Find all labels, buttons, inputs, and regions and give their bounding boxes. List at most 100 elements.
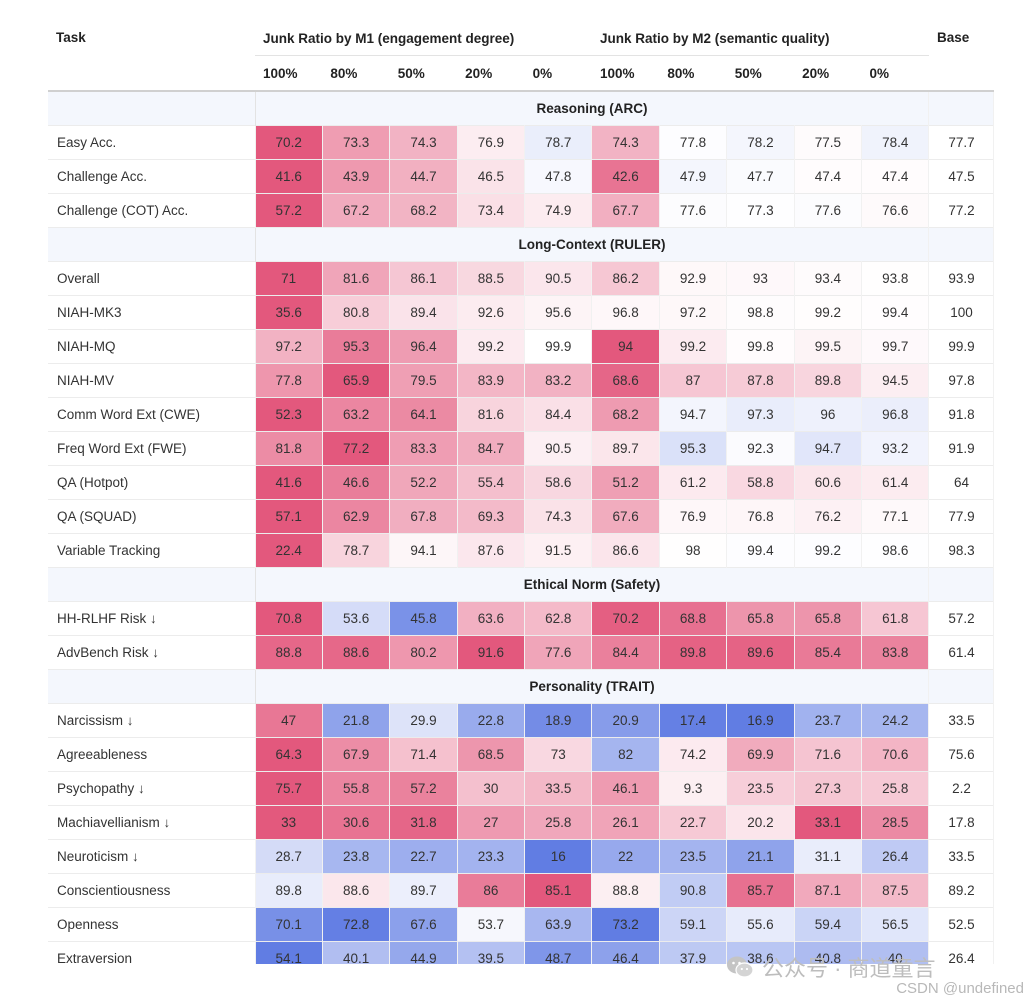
watermark: 公众号 · 商道童言 — [726, 952, 1026, 982]
heatmap-cell: 91.6 — [457, 635, 526, 670]
heatmap-cell: 30.6 — [322, 805, 391, 840]
base-cell: 91.8 — [928, 397, 994, 432]
base-cell: 77.9 — [928, 499, 994, 534]
heatmap-cell: 77.1 — [861, 499, 930, 534]
heatmap-cell: 55.4 — [457, 465, 526, 500]
heatmap-cell: 22.8 — [457, 703, 526, 738]
base-cell: 61.4 — [928, 635, 994, 670]
task-label: HH-RLHF Risk ↓ — [48, 601, 256, 636]
table-row: QA (SQUAD) 57.1 62.9 67.8 69.3 74.3 67.6 76.9 76… — [48, 499, 994, 534]
heatmap-cell: 70.8 — [255, 601, 323, 636]
table-row: NIAH-MQ 97.2 95.3 96.4 99.2 99.9 94 99.2 99.8 99.… — [48, 329, 994, 364]
heatmap-cell: 57.2 — [255, 193, 323, 228]
table-row: AdvBench Risk ↓ 88.8 88.6 80.2 91.6 77.6 84.4 8… — [48, 635, 994, 670]
heatmap-cell: 55.6 — [726, 907, 795, 942]
base-cell: 99.9 — [928, 329, 994, 364]
heatmap-cell: 77.6 — [659, 193, 728, 228]
task-label: Machiavellianism ↓ — [48, 805, 256, 840]
table-row: Challenge Acc. 41.6 43.9 44.7 46.5 47.8 42.6 47… — [48, 159, 994, 194]
heatmap-cell: 74.9 — [524, 193, 593, 228]
ratio-header-m2-80pct: 80% — [667, 65, 695, 81]
heatmap-cell: 70.2 — [255, 125, 323, 160]
heatmap-cell: 94.1 — [389, 533, 458, 568]
heatmap-cell: 71.4 — [389, 737, 458, 772]
heatmap-cell: 81.6 — [457, 397, 526, 432]
heatmap-cell: 94.5 — [861, 363, 930, 398]
heatmap-cell: 64.3 — [255, 737, 323, 772]
heatmap-cell: 73.4 — [457, 193, 526, 228]
heatmap-cell: 75.7 — [255, 771, 323, 806]
heatmap-cell: 83.9 — [457, 363, 526, 398]
heatmap-cell: 40 — [861, 941, 930, 964]
heatmap-cell: 99.2 — [794, 295, 863, 330]
heatmap-cell: 58.6 — [524, 465, 593, 500]
heatmap-cell: 40.8 — [794, 941, 863, 964]
heatmap-cell: 92.6 — [457, 295, 526, 330]
heatmap-cell: 23.8 — [322, 839, 391, 874]
heatmap-cell: 33 — [255, 805, 323, 840]
task-label: Variable Tracking — [48, 533, 256, 568]
heatmap-cell: 80.2 — [389, 635, 458, 670]
heatmap-table-container: Task Junk Ratio by M1 (engagement degree… — [48, 22, 994, 964]
heatmap-cell: 28.5 — [861, 805, 930, 840]
heatmap-cell: 46.6 — [322, 465, 391, 500]
heatmap-cell: 95.6 — [524, 295, 593, 330]
task-label: Conscientiousness — [48, 873, 256, 908]
heatmap-cell: 76.8 — [726, 499, 795, 534]
heatmap-cell: 20.2 — [726, 805, 795, 840]
heatmap-cell: 28.7 — [255, 839, 323, 874]
heatmap-cell: 22.7 — [659, 805, 728, 840]
section-spacer — [48, 567, 256, 602]
task-label: NIAH-MQ — [48, 329, 256, 364]
heatmap-cell: 22.4 — [255, 533, 323, 568]
heatmap-cell: 97.2 — [255, 329, 323, 364]
task-column-header: Task — [56, 30, 86, 45]
heatmap-cell: 81.8 — [255, 431, 323, 466]
heatmap-cell: 62.8 — [524, 601, 593, 636]
heatmap-cell: 46.5 — [457, 159, 526, 194]
heatmap-cell: 67.7 — [591, 193, 660, 228]
task-label: Challenge Acc. — [48, 159, 256, 194]
table-row: Easy Acc. 70.2 73.3 74.3 76.9 78.7 74.3 77.8 78.… — [48, 125, 994, 160]
heatmap-cell: 98.8 — [726, 295, 795, 330]
heatmap-cell: 94.7 — [794, 431, 863, 466]
base-column-header: Base — [936, 30, 970, 45]
base-cell: 17.8 — [928, 805, 994, 840]
heatmap-cell: 77.2 — [322, 431, 391, 466]
table-body: Reasoning (ARC) Easy Acc. 70.2 73.3 74.3 76.9… — [48, 90, 994, 964]
section-row: Personality (TRAIT) — [48, 669, 994, 704]
heatmap-cell: 46.1 — [591, 771, 660, 806]
base-cell: 33.5 — [928, 703, 994, 738]
heatmap-cell: 24.2 — [861, 703, 930, 738]
heatmap-cell: 9.3 — [659, 771, 728, 806]
heatmap-cell: 76.9 — [659, 499, 728, 534]
heatmap-cell: 88.8 — [255, 635, 323, 670]
heatmap-cell: 63.9 — [524, 907, 593, 942]
section-title: Reasoning (ARC) — [255, 90, 930, 126]
section-spacer — [928, 90, 994, 126]
task-label: Freq Word Ext (FWE) — [48, 431, 256, 466]
heatmap-cell: 86.1 — [389, 261, 458, 296]
heatmap-cell: 84.4 — [524, 397, 593, 432]
heatmap-cell: 23.3 — [457, 839, 526, 874]
heatmap-cell: 90.5 — [524, 261, 593, 296]
task-label: Comm Word Ext (CWE) — [48, 397, 256, 432]
heatmap-cell: 25.8 — [861, 771, 930, 806]
ratio-header-m1-100pct: 100% — [263, 65, 298, 81]
heatmap-cell: 95.3 — [322, 329, 391, 364]
heatmap-cell: 70.2 — [591, 601, 660, 636]
heatmap-cell: 52.3 — [255, 397, 323, 432]
heatmap-cell: 18.9 — [524, 703, 593, 738]
heatmap-cell: 88.6 — [322, 635, 391, 670]
heatmap-cell: 99.2 — [457, 329, 526, 364]
table-row: Comm Word Ext (CWE) 52.3 63.2 64.1 81.6 84.4 6… — [48, 397, 994, 432]
heatmap-cell: 87.1 — [794, 873, 863, 908]
heatmap-cell: 64.1 — [389, 397, 458, 432]
base-cell: 47.5 — [928, 159, 994, 194]
heatmap-cell: 40.1 — [322, 941, 391, 964]
m1-group-header: Junk Ratio by M1 (engagement degree) — [255, 22, 592, 56]
heatmap-cell: 81.6 — [322, 261, 391, 296]
heatmap-cell: 27 — [457, 805, 526, 840]
heatmap-cell: 31.8 — [389, 805, 458, 840]
section-spacer — [48, 227, 256, 262]
